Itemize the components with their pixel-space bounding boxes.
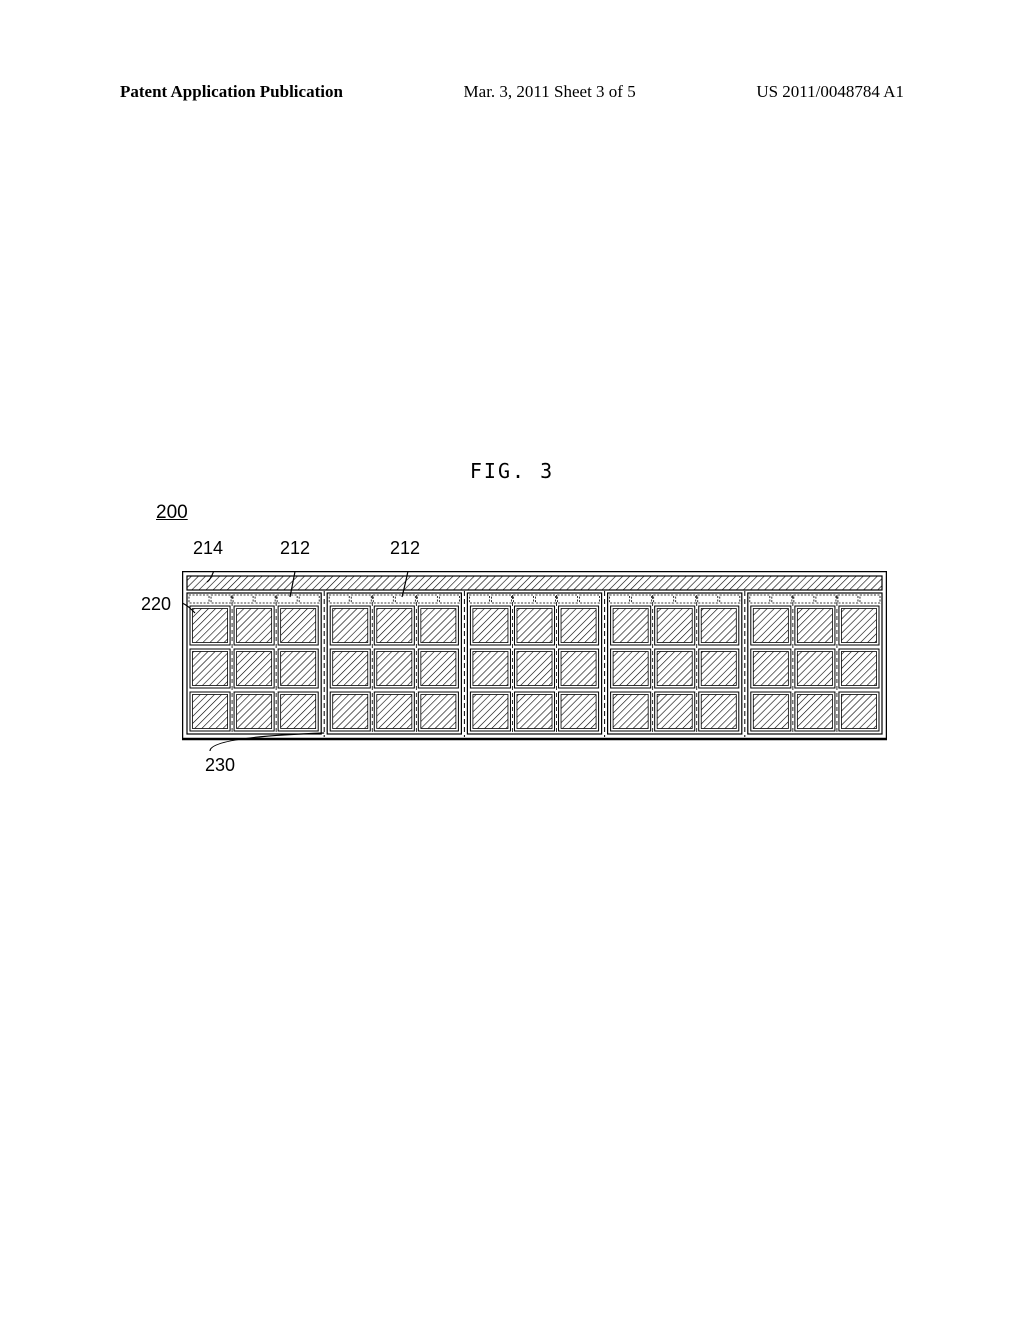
header-date-sheet: Mar. 3, 2011 Sheet 3 of 5 xyxy=(464,82,636,102)
label-220: 220 xyxy=(141,594,171,615)
label-212a: 212 xyxy=(280,538,310,559)
reference-200: 200 xyxy=(156,502,188,524)
patent-figure xyxy=(182,571,887,739)
label-214: 214 xyxy=(193,538,223,559)
header-publication: Patent Application Publication xyxy=(120,82,343,102)
header-application-number: US 2011/0048784 A1 xyxy=(756,82,904,102)
figure-title: FIG. 3 xyxy=(470,459,554,483)
label-212b: 212 xyxy=(390,538,420,559)
